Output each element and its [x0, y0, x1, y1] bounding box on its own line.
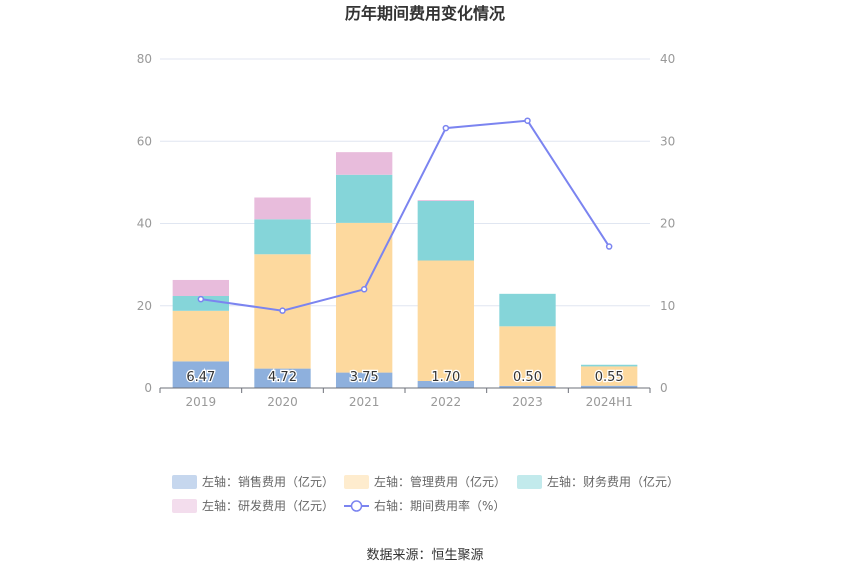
- bar-segment-1-2019[interactable]: [172, 361, 230, 388]
- bar-segment-4-2022[interactable]: [417, 200, 475, 201]
- legend-item-5[interactable]: 右轴：期间费用率（%）: [344, 498, 505, 513]
- rate-point-2024H1[interactable]: [605, 243, 613, 250]
- x-tick-label: 2022: [431, 395, 462, 409]
- bar-segment-1-2023[interactable]: [499, 385, 556, 388]
- x-tick-label: 2019: [186, 395, 217, 409]
- y-right-tick-label: 20: [660, 217, 675, 231]
- bar-labels: 6.47 4.72 3.75 1.70 0.50 0.55: [185, 369, 625, 387]
- y-right-tick-label: 0: [660, 381, 668, 395]
- bar-segment-1-2020[interactable]: [254, 368, 311, 388]
- rate-line-path: [200, 119, 611, 312]
- rate-line: [197, 117, 613, 314]
- bar-label-2024H1: 0.55: [595, 370, 624, 385]
- legend-item-4[interactable]: 左轴：研发费用（亿元）: [172, 498, 334, 513]
- bar-segment-2-2022[interactable]: [417, 260, 475, 382]
- x-tick-label: 2024H1: [586, 395, 633, 409]
- bar-segment-1-2021[interactable]: [335, 372, 393, 388]
- legend-label: 左轴：管理费用（亿元）: [374, 474, 506, 489]
- legend-swatch: [172, 499, 197, 513]
- bar-segment-2-2023[interactable]: [499, 326, 556, 386]
- y-right-tick-label: 30: [660, 134, 675, 148]
- x-tick-label: 2023: [512, 395, 543, 409]
- bar-segment-4-2021[interactable]: [335, 152, 393, 175]
- legend-item-2[interactable]: 左轴：管理费用（亿元）: [344, 474, 506, 489]
- bar-segment-2-2024H1[interactable]: [580, 366, 638, 386]
- bar-label-2021: 3.75: [350, 370, 379, 385]
- legend-swatch: [517, 475, 542, 489]
- legend-item-1[interactable]: 左轴：销售费用（亿元）: [172, 474, 334, 489]
- legend-label: 左轴：研发费用（亿元）: [202, 498, 334, 513]
- bar-segment-1-2022[interactable]: [417, 381, 475, 388]
- x-axis: 2019 2020 2021 2022 2023 2024H1: [159, 387, 651, 409]
- bar-segment-2-2021[interactable]: [335, 222, 393, 373]
- legend-label: 右轴：期间费用率（%）: [374, 498, 505, 513]
- legend-swatch: [172, 475, 197, 489]
- bar-segment-4-2020[interactable]: [254, 197, 311, 220]
- x-tick-label: 2021: [349, 395, 380, 409]
- bar-label-2019: 6.47: [186, 370, 215, 385]
- y-axis-left: 0 20 40 60 80: [137, 52, 152, 395]
- rate-point-2022[interactable]: [442, 124, 450, 132]
- y-right-tick-label: 40: [660, 52, 675, 66]
- y-left-tick-label: 0: [144, 381, 152, 395]
- legend-circle-swatch: [350, 500, 363, 512]
- bar-segment-3-2021[interactable]: [335, 174, 393, 223]
- y-left-tick-label: 80: [137, 52, 152, 66]
- legend[interactable]: 左轴：销售费用（亿元） 左轴：管理费用（亿元） 左轴：财务费用（亿元） 左轴：研发费用…: [172, 474, 679, 513]
- bar-segment-2-2019[interactable]: [172, 310, 230, 362]
- rate-point-2020[interactable]: [279, 307, 286, 314]
- rate-point-2021[interactable]: [360, 286, 368, 293]
- bar-segment-3-2019[interactable]: [172, 296, 230, 311]
- bars: [172, 152, 638, 388]
- bar-segment-4-2019[interactable]: [172, 279, 230, 297]
- x-tick-label: 2020: [267, 395, 298, 409]
- chart-title: 历年期间费用变化情况: [345, 4, 505, 23]
- legend-item-3[interactable]: 左轴：财务费用（亿元）: [517, 474, 679, 489]
- y-right-tick-label: 10: [660, 299, 675, 313]
- legend-label: 左轴：财务费用（亿元）: [547, 474, 679, 489]
- bar-label-2020: 4.72: [268, 370, 297, 385]
- rate-point-2019[interactable]: [197, 295, 205, 303]
- bar-segment-3-2023[interactable]: [499, 293, 556, 327]
- y-left-tick-label: 60: [137, 134, 152, 148]
- y-axis-right: 0 10 20 30 40: [660, 52, 675, 395]
- bar-label-2023: 0.50: [513, 370, 542, 385]
- rate-point-2023[interactable]: [524, 117, 531, 124]
- y-left-tick-label: 40: [137, 217, 152, 231]
- bar-segment-1-2024H1[interactable]: [580, 385, 638, 388]
- legend-swatch: [344, 475, 369, 489]
- bar-segment-3-2022[interactable]: [417, 200, 475, 261]
- grid: [160, 58, 650, 307]
- bar-label-2022: 1.70: [431, 370, 460, 385]
- bar-segment-3-2020[interactable]: [254, 219, 311, 255]
- bar-segment-3-2024H1[interactable]: [580, 364, 638, 367]
- y-left-tick-label: 20: [137, 299, 152, 313]
- source-note: 数据来源：恒生聚源: [366, 548, 483, 563]
- legend-label: 左轴：销售费用（亿元）: [202, 474, 334, 489]
